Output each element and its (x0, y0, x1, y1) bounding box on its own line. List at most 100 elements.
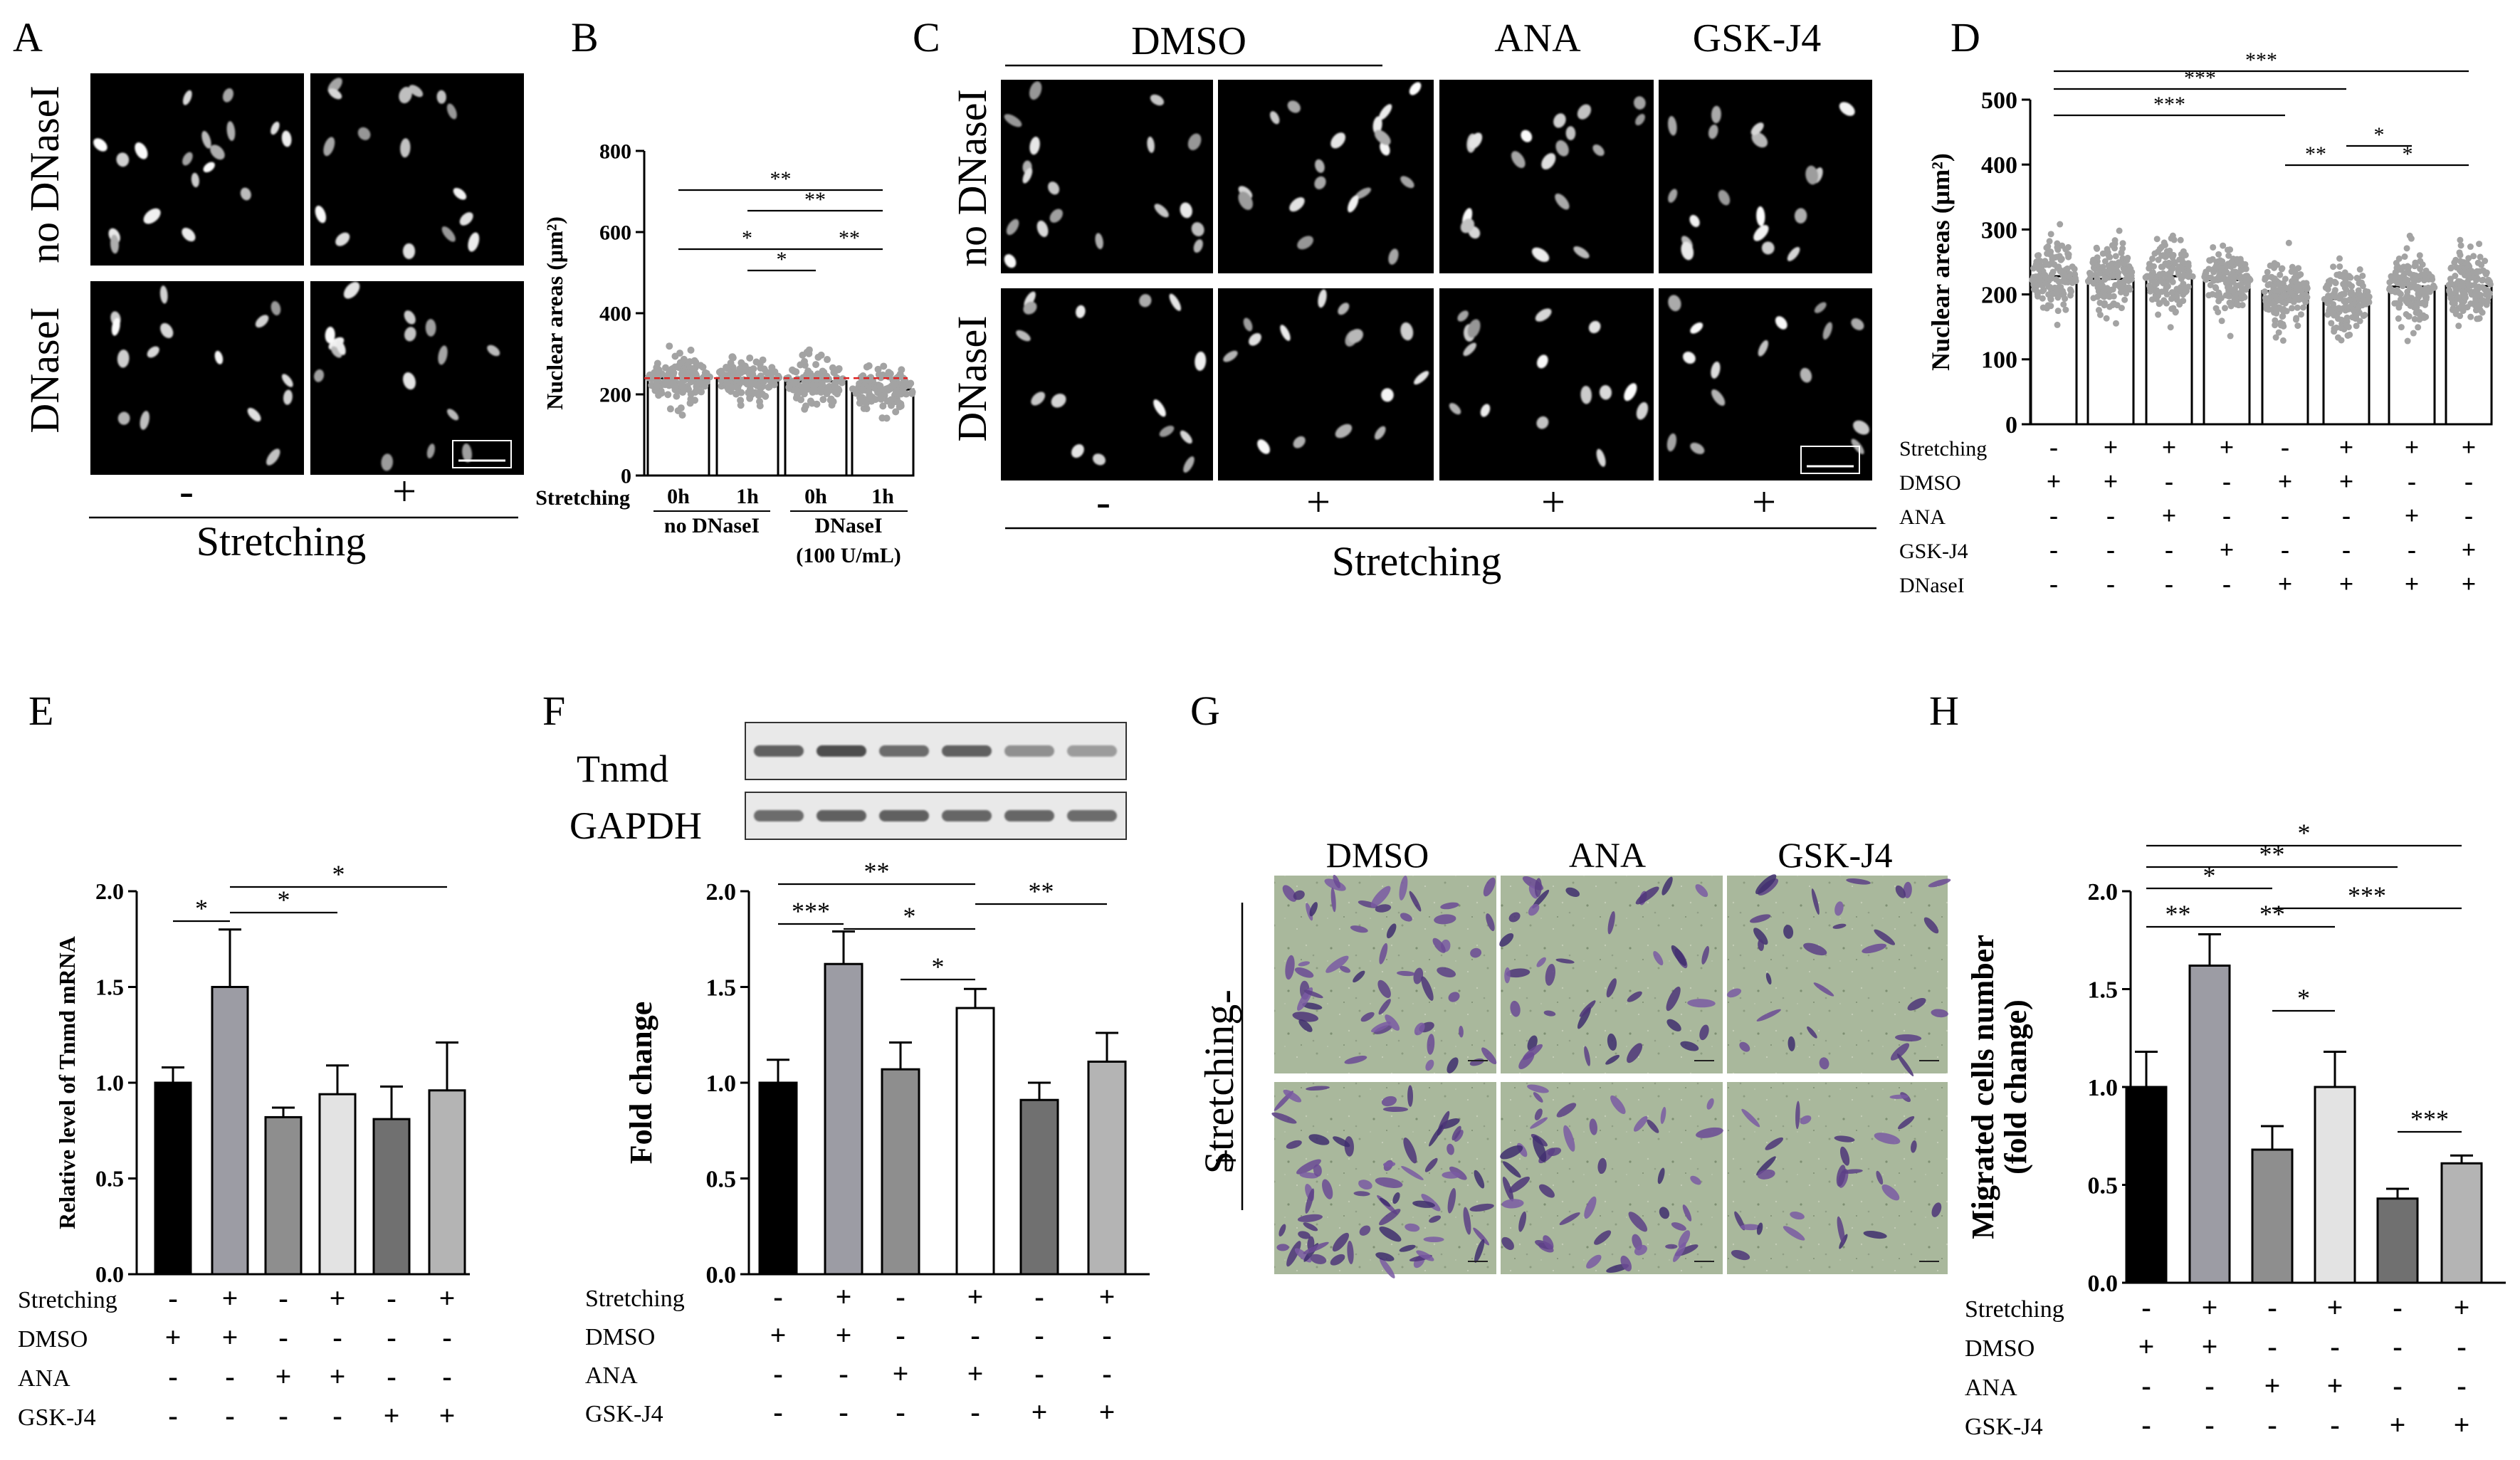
stained-cell (1330, 1254, 1345, 1266)
stained-cell (1731, 1249, 1750, 1261)
nucleus (314, 369, 325, 382)
data-point (2457, 268, 2464, 275)
data-point (2054, 308, 2062, 315)
significance-label: * (2374, 123, 2385, 147)
condition-sign: - (278, 1282, 288, 1314)
data-point (2170, 265, 2177, 272)
condition-sign: - (1102, 1319, 1111, 1351)
stained-cell (1448, 992, 1460, 1002)
stained-cell (1474, 1239, 1485, 1263)
blot-tnmd (745, 722, 1127, 780)
data-points (2261, 239, 2311, 344)
stained-cell (1846, 878, 1871, 885)
condition-sign: - (896, 1396, 905, 1428)
y-axis-label: Relative level of Tnmd mRNA (54, 936, 80, 1229)
micrograph-c-top-2-nuclei (1460, 96, 1646, 262)
data-point (2032, 261, 2039, 268)
data-point (2223, 279, 2230, 286)
nucleus (1051, 394, 1066, 408)
micrograph-c-bottom-1-background (1218, 288, 1434, 480)
condition-sign: - (442, 1321, 451, 1353)
data-point (760, 378, 768, 386)
blot-tnmd-frame (745, 722, 1127, 780)
stained-cell (1339, 965, 1351, 973)
nucleus (1280, 325, 1291, 341)
nucleus (1750, 122, 1764, 135)
nucleus (201, 130, 211, 149)
data-point (661, 381, 669, 389)
condition-sign: + (2264, 1370, 2281, 1402)
data-point (2142, 274, 2149, 281)
stained-cell (1790, 1211, 1805, 1220)
data-point (2338, 316, 2345, 323)
data-points (2201, 242, 2254, 340)
stained-cell (1528, 885, 1538, 899)
nucleus (1753, 225, 1769, 241)
significance-label: ** (804, 188, 826, 211)
data-point (2416, 316, 2423, 323)
data-point (687, 395, 695, 403)
data-point (729, 354, 737, 362)
stained-cell (1499, 933, 1514, 947)
data-point (2288, 268, 2295, 275)
data-point (666, 342, 673, 350)
data-point (2103, 315, 2110, 322)
stained-cell (1586, 1254, 1602, 1269)
stained-cell (1377, 980, 1391, 999)
group-label: (100 U/mL) (796, 544, 901, 567)
data-point (2403, 245, 2410, 252)
stained-cell (1392, 1192, 1400, 1204)
nucleus (425, 319, 436, 337)
data-point (2047, 296, 2054, 303)
blot-band (754, 810, 804, 821)
stained-cell (1483, 877, 1496, 897)
data-points (2142, 232, 2196, 331)
data-point (2227, 288, 2234, 295)
nucleus (1711, 361, 1721, 379)
data-point (876, 394, 884, 401)
nucleus (1348, 195, 1359, 213)
micrograph-a2 (310, 73, 524, 266)
stained-cell (1895, 1034, 1922, 1042)
stained-cell (1427, 1034, 1435, 1055)
condition-sign: + (2390, 1409, 2406, 1441)
nucleus (203, 162, 215, 173)
data-point (892, 408, 900, 416)
data-point (2486, 290, 2493, 297)
stained-cell (1673, 1241, 1686, 1262)
stained-cell (1800, 1115, 1812, 1125)
data-point (879, 402, 887, 410)
significance-label: *** (2153, 93, 2185, 116)
condition-sign: + (2339, 467, 2354, 495)
nucleus (1338, 303, 1350, 315)
transwell-gskj4-minus (1727, 874, 1951, 1076)
panel-h-letter: H (1929, 688, 1959, 734)
data-point (2421, 291, 2428, 298)
condition-sign: - (2393, 1370, 2402, 1402)
data-point (698, 388, 705, 396)
transwell-ana-minus (1499, 876, 1723, 1073)
data-point (2225, 293, 2232, 300)
data-point (688, 368, 695, 376)
significance-label: *** (2410, 1105, 2449, 1133)
micrograph-a4-background (310, 281, 524, 475)
nucleus (1076, 305, 1086, 318)
data-point (2386, 279, 2393, 286)
bar (758, 1081, 798, 1276)
stained-cell (1447, 1143, 1454, 1155)
stained-cell (1360, 1012, 1375, 1022)
condition-label-stretching: Stretching (1965, 1296, 2064, 1323)
data-point (2271, 275, 2278, 282)
stained-cell (1607, 1033, 1617, 1051)
condition-sign: - (2141, 1409, 2151, 1441)
condition-sign: - (773, 1281, 782, 1313)
stained-cell (1286, 1140, 1302, 1149)
micrograph-a4 (310, 281, 524, 475)
significance-label: * (932, 952, 945, 981)
nucleus (336, 340, 346, 355)
stained-cell (1434, 914, 1456, 925)
data-point (2289, 305, 2296, 312)
data-point (2476, 241, 2483, 248)
nucleus (1071, 444, 1084, 458)
condition-sign: - (2342, 501, 2351, 530)
